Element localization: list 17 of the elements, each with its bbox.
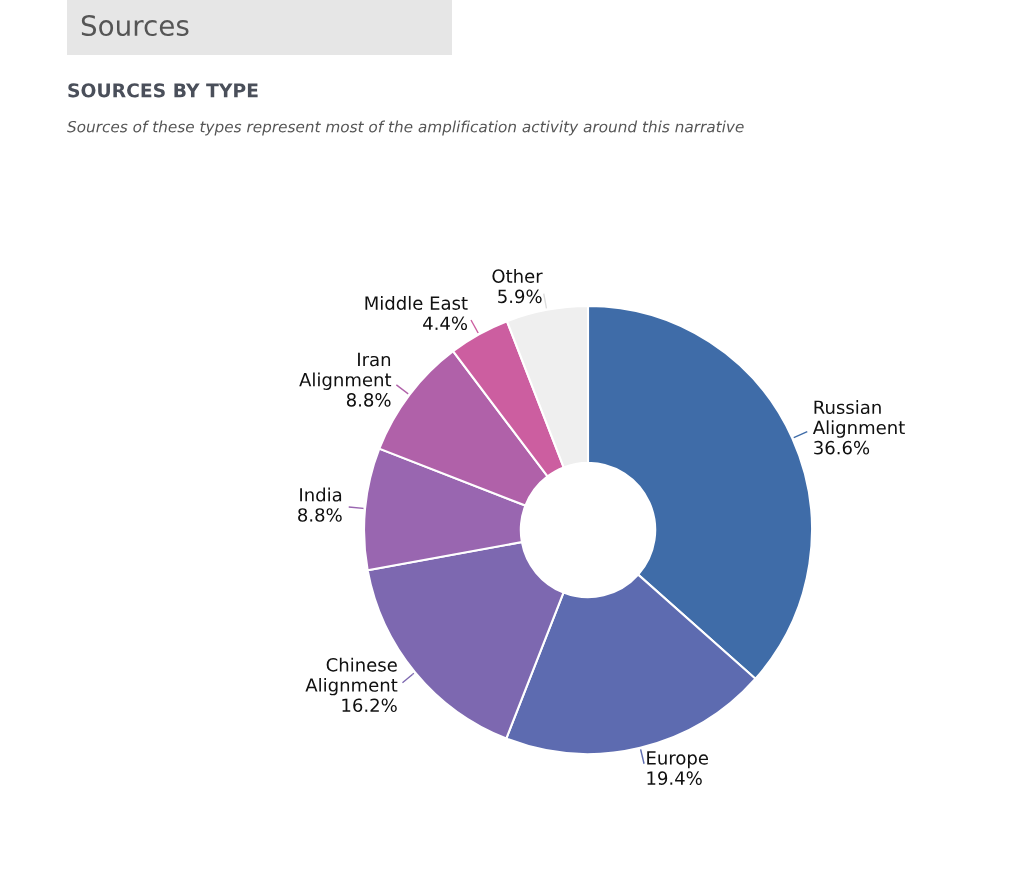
data-label: 16.2% — [342, 698, 397, 713]
chart-subtitle: Sources of these types represent most of the amplification activity around this narrative — [67, 120, 744, 136]
data-label: 8.8% — [298, 508, 342, 522]
text: Sources — [81, 15, 189, 37]
data-label: 8.8% — [346, 393, 391, 407]
slice-label: Other — [492, 268, 543, 283]
chart-title: SOURCES BY TYPE — [68, 83, 258, 98]
slice-label: Europe — [647, 751, 708, 769]
slice-label: Russian Alignment — [812, 400, 905, 438]
data-label: 19.4% — [647, 771, 702, 785]
slice-label: Chinese Alignment — [305, 657, 398, 696]
data-label: 4.4% — [423, 316, 468, 331]
slice-label: Iran Alignment — [299, 352, 392, 390]
slice-label: India — [300, 487, 342, 502]
data-label: 5.9% — [498, 289, 542, 304]
data-label: 36.6% — [814, 440, 870, 455]
slice-label: Middle East — [365, 295, 468, 310]
